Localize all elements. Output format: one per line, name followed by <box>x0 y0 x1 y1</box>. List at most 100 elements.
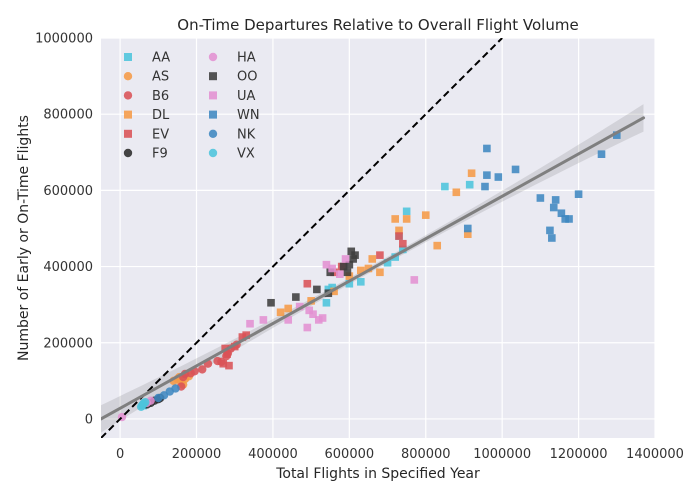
point-aa-8 <box>383 258 392 267</box>
point-ua-1 <box>259 316 268 324</box>
point-dl-4 <box>345 272 354 280</box>
point-ua-0 <box>246 319 254 328</box>
y-tick-label: 800000 <box>43 108 93 123</box>
point-dl-5 <box>357 266 365 275</box>
point-aa-7 <box>357 278 365 286</box>
point-ua-4 <box>303 323 312 332</box>
point-aa-5 <box>328 283 336 292</box>
legend-marker-aa <box>124 53 132 61</box>
point-b6-5 <box>198 365 207 374</box>
legend-label-ha: HA <box>237 51 256 66</box>
point-dl-9 <box>391 215 399 223</box>
point-aa-12 <box>441 182 449 191</box>
legend-label-ev: EV <box>152 127 169 142</box>
point-ev-3 <box>225 361 233 370</box>
legend-marker-f9 <box>123 148 133 158</box>
point-wn-5 <box>511 165 520 174</box>
legend-label-wn: WN <box>237 108 260 123</box>
point-oo-6 <box>343 268 352 277</box>
point-oo-7 <box>345 260 354 269</box>
point-dl-3 <box>330 287 338 296</box>
point-wn-12 <box>561 215 570 223</box>
legend-marker-vx <box>208 148 218 158</box>
y-tick-label: 200000 <box>43 336 93 351</box>
point-wn-7 <box>546 226 554 235</box>
legend-label-f9: F9 <box>152 147 168 162</box>
x-tick-label: 800000 <box>401 447 451 462</box>
x-tick-label: 400000 <box>248 447 298 462</box>
point-wn-8 <box>548 234 556 242</box>
legend: AA AS B6 DL EV F9 HA OO UA WN NK VX <box>123 51 260 162</box>
point-ua-13 <box>410 276 419 284</box>
point-ev-4 <box>230 342 239 351</box>
point-wn-1 <box>481 182 489 191</box>
point-ua-2 <box>284 316 293 324</box>
point-ev-12 <box>399 239 407 248</box>
point-dl-14 <box>452 188 461 197</box>
legend-marker-ua <box>209 91 217 100</box>
point-ua-3 <box>295 302 304 311</box>
point-aa-6 <box>345 279 354 288</box>
point-wn-14 <box>574 190 583 198</box>
point-aa-10 <box>399 245 407 254</box>
x-tick-label: 1400000 <box>626 447 684 462</box>
point-dl-13 <box>433 241 442 250</box>
regression-line <box>101 116 646 421</box>
point-oo-4 <box>326 268 335 277</box>
point-ua-9 <box>322 260 331 269</box>
point-ua-8 <box>318 314 327 322</box>
point-wn-2 <box>483 171 491 179</box>
point-oo-2 <box>313 285 321 294</box>
point-ev-2 <box>223 350 231 358</box>
point-ev-10 <box>376 251 384 259</box>
legend-marker-dl <box>124 110 132 119</box>
point-wn-3 <box>483 144 491 153</box>
point-vx-3 <box>141 397 150 407</box>
point-oo-8 <box>347 247 356 256</box>
legend-marker-ev <box>124 129 132 138</box>
legend-marker-wn <box>209 110 217 119</box>
point-ua-11 <box>335 270 344 278</box>
point-dl-12 <box>421 211 430 219</box>
point-wn-0 <box>463 224 472 233</box>
point-wn-6 <box>536 194 545 202</box>
legend-label-as: AS <box>152 70 169 85</box>
reference-line <box>101 38 503 438</box>
point-nk-3 <box>171 384 180 393</box>
point-oo-10 <box>351 251 359 259</box>
y-axis-ticks: 0 200000 400000 600000 800000 1000000 <box>35 32 93 428</box>
legend-label-aa: AA <box>152 51 170 66</box>
point-ua-7 <box>314 316 323 324</box>
legend-marker-nk <box>208 129 218 138</box>
point-oo-0 <box>267 298 275 307</box>
plot-area <box>101 38 646 438</box>
point-ua-5 <box>305 306 314 315</box>
point-wn-15 <box>597 150 606 158</box>
y-axis-label: Number of Early or On-Time Flights <box>16 115 32 361</box>
point-aa-11 <box>402 207 411 216</box>
x-tick-label: 200000 <box>172 447 222 462</box>
y-tick-label: 400000 <box>43 260 93 275</box>
point-wn-16 <box>612 131 621 139</box>
point-dl-6 <box>364 264 373 273</box>
legend-marker-b6 <box>123 91 133 100</box>
legend-label-oo: OO <box>237 70 257 85</box>
point-dl-16 <box>467 169 476 178</box>
point-dl-1 <box>284 304 293 313</box>
point-dl-11 <box>402 215 411 223</box>
legend-marker-as <box>123 72 133 81</box>
legend-label-dl: DL <box>152 108 170 123</box>
point-aa-13 <box>465 180 474 189</box>
point-aa-4 <box>324 285 333 294</box>
point-ev-8 <box>330 268 338 277</box>
point-wn-4 <box>494 173 503 181</box>
point-dl-0 <box>276 308 285 317</box>
point-ev-11 <box>395 232 403 240</box>
point-ua-10 <box>328 264 336 273</box>
legend-label-nk: NK <box>237 127 256 142</box>
point-oo-9 <box>349 255 357 263</box>
x-tick-label: 600000 <box>325 447 375 462</box>
point-ev-7 <box>303 279 312 288</box>
point-ev-6 <box>242 331 250 339</box>
